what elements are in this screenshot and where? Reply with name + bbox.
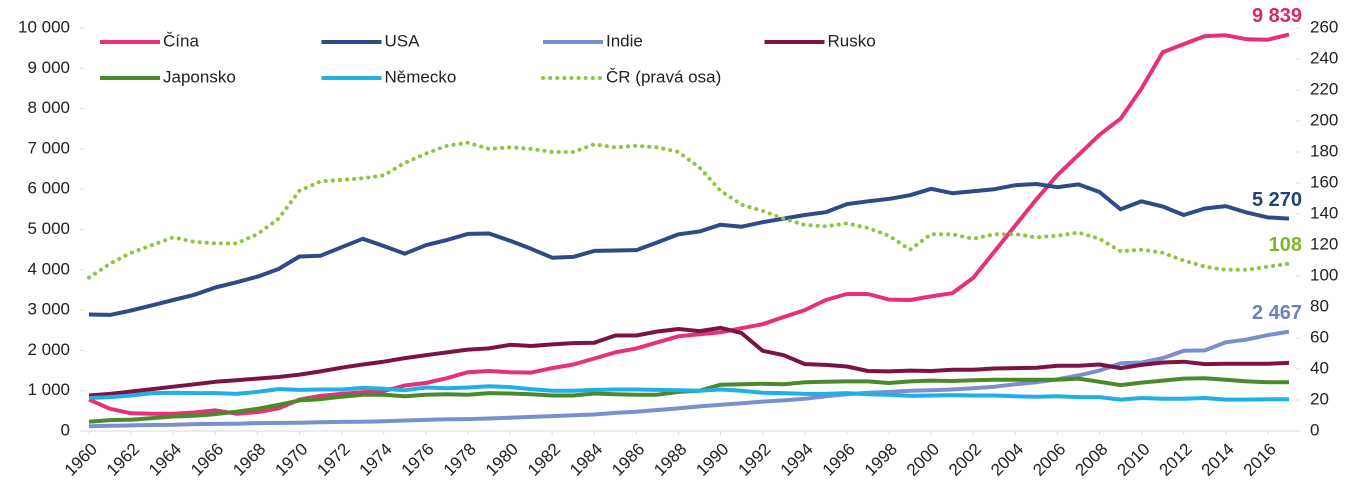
x-tick-label: 2012 [1156,440,1196,480]
x-tick-label: 1986 [608,440,648,480]
y2-tick-label: 80 [1310,296,1329,315]
x-tick-label: 2002 [945,440,985,480]
x-tick-label: 1970 [271,440,311,480]
y-tick-label: 0 [61,420,70,439]
x-tick-label: 1988 [650,440,690,480]
x-tick-label: 1966 [187,440,227,480]
y2-tick-label: 60 [1310,327,1329,346]
x-tick-label: 2000 [903,440,943,480]
y2-tick-label: 40 [1310,358,1329,377]
x-tick-label: 1978 [440,440,480,480]
x-tick-label: 1998 [861,440,901,480]
x-tick-label: 1992 [735,440,775,480]
data-label: 9 839 [1252,5,1302,27]
y-tick-label: 9 000 [27,58,70,77]
legend-label: Rusko [828,31,876,50]
y-tick-label: 6 000 [27,179,70,198]
y2-tick-label: 260 [1310,17,1338,36]
y-tick-label: 3 000 [27,300,70,319]
legend-label: Německo [385,67,457,86]
y2-tick-label: 100 [1310,265,1338,284]
x-tick-label: 1984 [566,440,606,480]
y2-tick-label: 240 [1310,48,1338,67]
legend-label: Japonsko [163,67,236,86]
x-tick-label: 1964 [145,440,185,480]
line-series [88,384,1289,402]
x-tick-label: 1982 [524,440,564,480]
x-tick-label: 1960 [61,440,101,480]
data-label: 108 [1269,234,1302,256]
data-label: 2 467 [1252,302,1302,324]
y2-tick-label: 20 [1310,389,1329,408]
line-series [87,140,1291,280]
line-series [88,325,1290,398]
legend-label: Indie [606,31,643,50]
x-tick-label: 1976 [398,440,438,480]
x-tick-label: 1980 [482,440,522,480]
line-series [88,329,1290,429]
data-label: 5 270 [1252,189,1302,211]
y-tick-label: 1 000 [27,380,70,399]
y2-tick-label: 0 [1310,420,1319,439]
x-tick-label: 1972 [313,440,353,480]
x-tick-label: 2010 [1113,440,1153,480]
y2-tick-label: 200 [1310,110,1338,129]
x-tick-label: 1994 [777,440,817,480]
x-tick-label: 1968 [229,440,269,480]
x-tick-label: 2016 [1240,440,1280,480]
legend-label: ČR (pravá osa) [606,67,721,86]
y2-tick-label: 120 [1310,234,1338,253]
y-tick-label: 5 000 [27,219,70,238]
line-series [88,182,1290,317]
x-tick-label: 1990 [692,440,732,480]
x-tick-label: 2006 [1029,440,1069,480]
y-tick-label: 2 000 [27,340,70,359]
line-series [88,32,1290,416]
y2-tick-label: 140 [1310,203,1338,222]
x-tick-label: 2008 [1071,440,1111,480]
y-tick-label: 4 000 [27,259,70,278]
x-tick-label: 1962 [103,440,143,480]
x-tick-label: 1974 [356,440,396,480]
x-tick-label: 2004 [987,440,1027,480]
y2-tick-label: 160 [1310,172,1338,191]
x-tick-label: 2014 [1198,440,1238,480]
x-tick-label: 1996 [819,440,859,480]
legend-label: Čína [163,31,199,50]
y-tick-label: 7 000 [27,138,70,157]
y2-tick-label: 220 [1310,79,1338,98]
legend-label: USA [385,31,421,50]
y-tick-label: 8 000 [27,98,70,117]
y2-tick-label: 180 [1310,141,1338,160]
y-tick-label: 10 000 [18,17,70,36]
